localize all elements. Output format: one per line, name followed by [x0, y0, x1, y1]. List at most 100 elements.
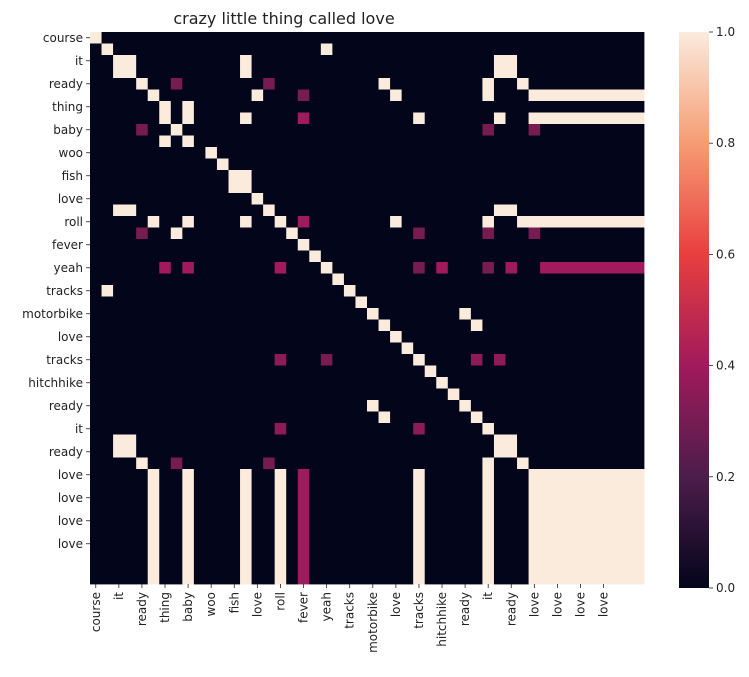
- heatmap-cell: [528, 181, 541, 194]
- heatmap-cell: [309, 227, 322, 240]
- heatmap-cell: [493, 170, 506, 182]
- heatmap-cell: [540, 572, 553, 585]
- heatmap-cell: [228, 78, 241, 90]
- heatmap-cell: [170, 342, 183, 355]
- heatmap-cell: [459, 377, 472, 389]
- x-tick-label: love: [527, 592, 541, 617]
- heatmap-cell: [620, 342, 633, 355]
- heatmap-cell: [482, 400, 495, 412]
- y-tick-label: love: [58, 192, 83, 206]
- heatmap-cell: [216, 89, 229, 102]
- heatmap-cell: [355, 285, 368, 297]
- heatmap-cell: [159, 457, 172, 470]
- heatmap-cell: [586, 561, 599, 573]
- heatmap-cell: [632, 354, 645, 366]
- heatmap-cell: [493, 66, 506, 79]
- heatmap-cell: [563, 319, 576, 332]
- heatmap-cell: [228, 89, 241, 102]
- heatmap-cell: [274, 101, 287, 113]
- heatmap-cell: [528, 66, 541, 79]
- heatmap-cell: [632, 342, 645, 355]
- heatmap-cell: [424, 377, 437, 389]
- heatmap-cell: [193, 170, 206, 182]
- heatmap-cell: [367, 469, 379, 481]
- heatmap-cell: [228, 526, 241, 539]
- heatmap-cell: [101, 492, 114, 504]
- heatmap-cell: [609, 273, 622, 286]
- heatmap-cell: [517, 308, 529, 320]
- heatmap-cell: [551, 227, 564, 240]
- heatmap-cell: [505, 101, 518, 113]
- heatmap-cell: [459, 342, 472, 355]
- heatmap-cell: [216, 388, 229, 401]
- heatmap-cell: [517, 181, 529, 194]
- heatmap-cell: [586, 181, 599, 194]
- heatmap-cell: [620, 319, 633, 332]
- heatmap-cell: [609, 55, 622, 67]
- heatmap-cell: [447, 101, 460, 113]
- heatmap-cell: [413, 204, 426, 217]
- heatmap-cell: [367, 319, 379, 332]
- heatmap-cell: [574, 526, 587, 539]
- heatmap-cell: [401, 43, 414, 56]
- heatmap-cell: [136, 457, 149, 470]
- heatmap-cell: [470, 377, 483, 389]
- heatmap-cell: [436, 124, 449, 136]
- heatmap-cell: [551, 388, 564, 401]
- heatmap-cell: [401, 262, 414, 274]
- heatmap-cell: [378, 158, 391, 171]
- heatmap-cell: [551, 66, 564, 79]
- heatmap-cell: [609, 411, 622, 424]
- heatmap-cell: [136, 480, 149, 493]
- heatmap-cell: [586, 227, 599, 240]
- heatmap-cell: [551, 561, 564, 573]
- heatmap-cell: [367, 480, 379, 493]
- heatmap-cell: [355, 227, 368, 240]
- heatmap-cell: [517, 319, 529, 332]
- heatmap-cell: [517, 43, 529, 56]
- heatmap-cell: [136, 181, 149, 194]
- heatmap-cell: [228, 43, 241, 56]
- heatmap-cell: [401, 365, 414, 378]
- heatmap-cell: [205, 342, 218, 355]
- heatmap-cell: [113, 480, 126, 493]
- heatmap-cell: [320, 193, 333, 205]
- heatmap-cell: [528, 457, 541, 470]
- heatmap-cell: [240, 147, 252, 159]
- heatmap-cell: [505, 365, 518, 378]
- heatmap-cell: [90, 181, 102, 194]
- heatmap-cell: [540, 262, 553, 274]
- heatmap-cell: [493, 296, 506, 309]
- heatmap-cell: [101, 469, 114, 481]
- heatmap-cell: [620, 216, 633, 228]
- heatmap-cell: [216, 193, 229, 205]
- heatmap-cell: [517, 526, 529, 539]
- heatmap-cell: [609, 239, 622, 251]
- heatmap-cell: [390, 32, 403, 44]
- heatmap-cell: [240, 285, 252, 297]
- heatmap-cell: [113, 204, 126, 217]
- heatmap-cell: [286, 572, 299, 585]
- heatmap-cell: [332, 503, 345, 516]
- heatmap-cell: [482, 423, 495, 435]
- heatmap-cell: [147, 411, 160, 424]
- heatmap-cell: [390, 66, 403, 79]
- heatmap-cell: [540, 308, 553, 320]
- heatmap-cell: [101, 43, 114, 56]
- heatmap-cell: [401, 135, 414, 148]
- heatmap-cell: [251, 296, 264, 309]
- heatmap-cell: [193, 469, 206, 481]
- heatmap-cell: [332, 32, 345, 44]
- heatmap-cell: [274, 503, 287, 516]
- heatmap-cell: [563, 135, 576, 148]
- heatmap-cell: [574, 377, 587, 389]
- heatmap-cell: [390, 377, 403, 389]
- heatmap-cell: [101, 285, 114, 297]
- heatmap-cell: [90, 377, 102, 389]
- heatmap-cell: [90, 400, 102, 412]
- heatmap-cell: [205, 457, 218, 470]
- heatmap-cell: [563, 503, 576, 516]
- heatmap-cell: [540, 101, 553, 113]
- heatmap-cell: [378, 55, 391, 67]
- heatmap-cell: [147, 572, 160, 585]
